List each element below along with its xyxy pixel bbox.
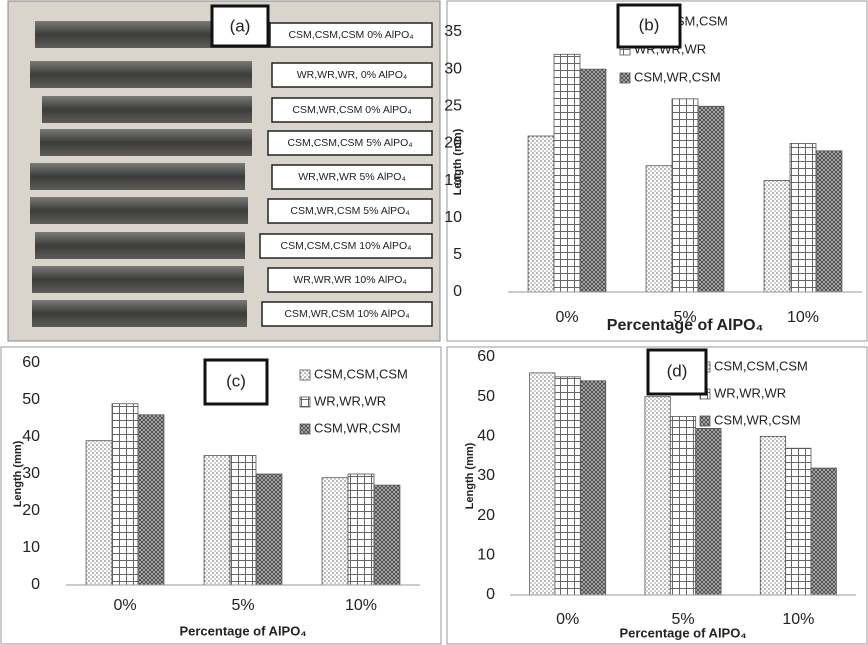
strip-label: WR,WR,WR 5% AlPO₄: [298, 171, 406, 183]
x-axis-title: Percentage of AlPO₄: [619, 625, 746, 640]
bar: [786, 448, 811, 595]
strip-label: CSM,CSM,CSM 0% AlPO₄: [288, 29, 413, 41]
bar: [555, 377, 580, 595]
bar: [670, 417, 695, 596]
bar: [811, 468, 836, 595]
strip-label: WR,WR,WR, 0% AlPO₄: [297, 69, 407, 81]
strip: [35, 232, 245, 259]
panel-label: (c): [226, 371, 246, 390]
y-tick-label: 40: [477, 428, 495, 445]
panel-label: (a): [230, 16, 251, 35]
y-axis-title: Length (mm): [12, 440, 24, 507]
bar: [204, 456, 230, 586]
y-tick-label: 10: [477, 547, 495, 564]
y-tick-label: 0: [486, 586, 495, 603]
bar-chart: 0 10 20 30 40 50 60 0% 5% 10% Percentage of AlPO₄ L…: [12, 354, 420, 638]
bar: [530, 373, 555, 595]
bar: [760, 436, 785, 595]
strip: [40, 129, 252, 156]
y-tick-label: 35: [444, 23, 462, 40]
x-tick-label: 0%: [555, 309, 578, 326]
y-tick-label: 40: [22, 428, 40, 445]
x-tick-label: 0%: [113, 597, 136, 614]
legend-label: WR,WR,WR: [714, 385, 786, 400]
y-tick-label: 60: [477, 348, 495, 365]
x-tick-label: 5%: [231, 597, 254, 614]
strip-label: WR,WR,WR 10% AlPO₄: [293, 274, 406, 286]
y-tick-label: 0: [453, 283, 462, 300]
legend-swatch: [300, 370, 310, 380]
bar: [348, 474, 374, 585]
legend-label: CSM,CSM,CSM: [714, 358, 808, 373]
bar: [138, 415, 164, 585]
strip-label: CSM,CSM,CSM 5% AlPO₄: [287, 137, 412, 149]
y-tick-label: 30: [477, 467, 495, 484]
bar: [764, 181, 790, 292]
x-tick-label: 0%: [556, 611, 579, 628]
strip: [30, 163, 245, 190]
y-tick-label: 25: [444, 98, 462, 115]
strip: [42, 96, 252, 123]
bar: [790, 143, 816, 292]
x-tick-label: 10%: [782, 611, 814, 628]
legend-swatch: [300, 397, 310, 407]
y-tick-label: 60: [22, 354, 40, 371]
figure: CSM,CSM,CSM 0% AlPO₄ WR,WR,WR, 0% AlPO₄ CS…: [0, 0, 868, 645]
y-axis-title: Length (mm): [452, 128, 464, 195]
legend-swatch: [620, 73, 630, 83]
legend-label: CSM,WR,CSM: [314, 420, 401, 435]
bar: [554, 54, 580, 292]
bar: [86, 441, 112, 585]
bar: [816, 151, 842, 292]
strip-label: CSM,WR,CSM 5% AlPO₄: [290, 205, 409, 217]
bar: [580, 69, 606, 292]
y-tick-label: 50: [22, 391, 40, 408]
y-tick-label: 20: [477, 507, 495, 524]
legend-swatch: [700, 416, 710, 426]
bar: [230, 456, 256, 586]
strip-label: CSM,WR,CSM 0% AlPO₄: [292, 104, 411, 116]
y-axis-title: Length (mm): [464, 442, 476, 509]
x-tick-label: 10%: [787, 309, 819, 326]
strip: [32, 300, 247, 327]
bar: [696, 428, 721, 595]
strip: [30, 197, 248, 224]
y-tick-label: 5: [453, 246, 462, 263]
legend-label: CSM,CSM,CSM: [314, 366, 408, 381]
legend-label: CSM,WR,CSM: [634, 69, 721, 84]
legend-label: CSM,WR,CSM: [714, 412, 801, 427]
legend-swatch: [300, 424, 310, 434]
y-tick-label: 50: [477, 388, 495, 405]
bar: [322, 478, 348, 585]
y-tick-label: 30: [22, 465, 40, 482]
bar: [698, 106, 724, 292]
bar: [374, 485, 400, 585]
bar: [112, 404, 138, 585]
strip-label: CSM,CSM,CSM 10% AlPO₄: [281, 240, 412, 252]
bar: [528, 136, 554, 292]
bar: [646, 166, 672, 292]
y-tick-label: 20: [22, 502, 40, 519]
panel-label: (b): [639, 15, 660, 34]
x-axis-title: Percentage of AlPO₄: [607, 317, 763, 334]
y-tick-label: 10: [22, 539, 40, 556]
x-axis-title: Percentage of AlPO₄: [179, 623, 306, 638]
bar: [256, 474, 282, 585]
bar: [645, 397, 670, 595]
y-tick-label: 10: [444, 209, 462, 226]
legend-label: WR,WR,WR: [314, 393, 386, 408]
y-tick-label: 30: [444, 60, 462, 77]
bar: [580, 381, 605, 595]
strip: [30, 61, 252, 88]
strip-label: CSM,WR,CSM 10% AlPO₄: [284, 308, 409, 320]
bar: [672, 99, 698, 292]
y-tick-label: 0: [31, 576, 40, 593]
strip: [32, 266, 244, 293]
panel-label: (d): [667, 361, 688, 380]
x-tick-label: 10%: [345, 597, 377, 614]
